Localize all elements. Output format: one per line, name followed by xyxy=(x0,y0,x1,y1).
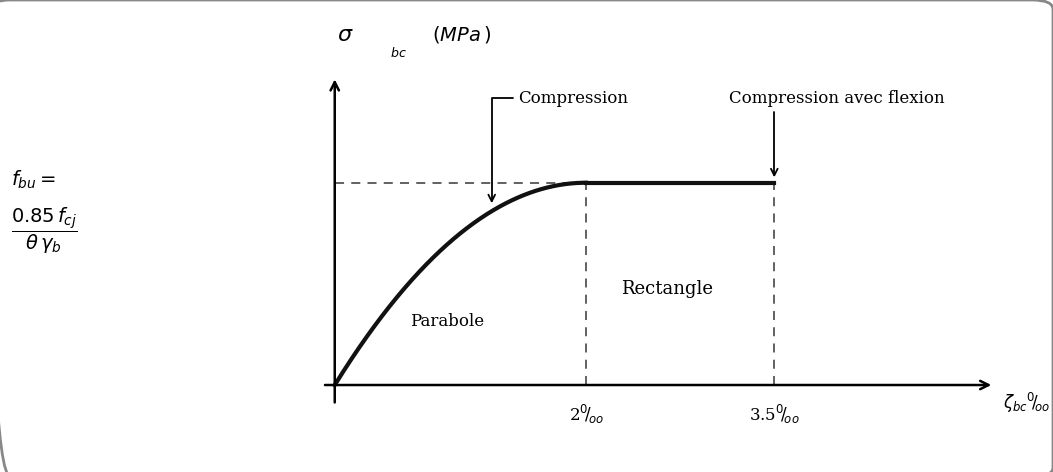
Text: Compression avec flexion: Compression avec flexion xyxy=(730,90,945,176)
Text: 2$^0\!/\!_{oo}$: 2$^0\!/\!_{oo}$ xyxy=(569,403,603,426)
Text: Rectangle: Rectangle xyxy=(621,280,714,298)
Text: $\sigma$: $\sigma$ xyxy=(337,24,354,46)
Text: $_{bc}$: $_{bc}$ xyxy=(390,42,406,60)
Text: Parabole: Parabole xyxy=(410,313,484,330)
Text: $(MPa\/)$: $(MPa\/)$ xyxy=(432,24,491,44)
Text: $f_{bu}=$
$\dfrac{0.85\,f_{cj}}{\theta\,\gamma_b}$: $f_{bu}=$ $\dfrac{0.85\,f_{cj}}{\theta\,… xyxy=(11,169,77,256)
Text: Compression: Compression xyxy=(489,90,629,202)
Text: 3.5$^0\!/\!_{oo}$: 3.5$^0\!/\!_{oo}$ xyxy=(749,403,799,426)
Text: $\zeta_{bc}$$^0\!/\!_{oo}$: $\zeta_{bc}$$^0\!/\!_{oo}$ xyxy=(1002,391,1051,415)
